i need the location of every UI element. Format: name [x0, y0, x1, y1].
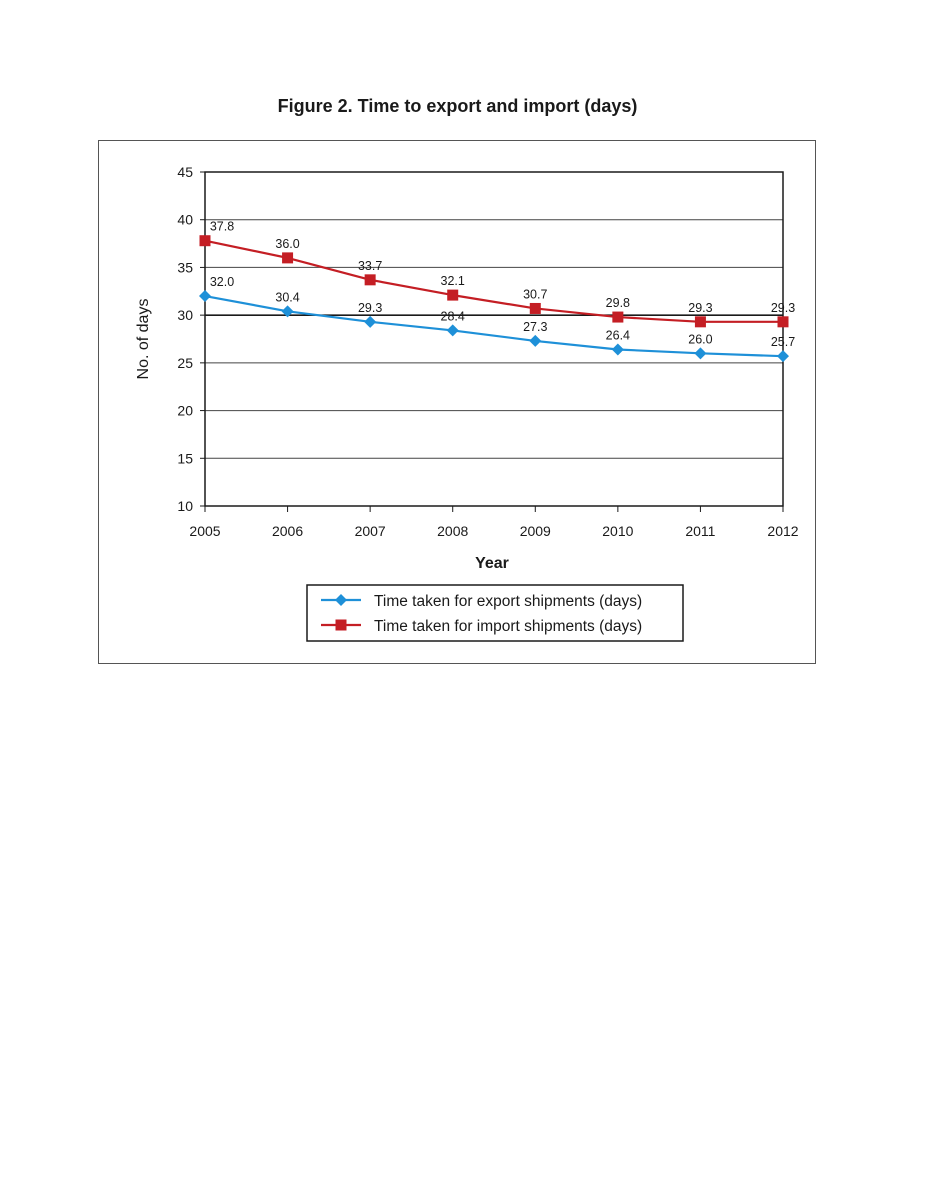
data-label-export: 27.3	[523, 320, 547, 334]
x-tick-label: 2011	[685, 523, 715, 539]
data-label-export: 28.4	[441, 309, 465, 323]
data-label-import: 37.8	[210, 220, 234, 234]
legend-box	[306, 584, 684, 642]
figure-title: Figure 2. Time to export and import (day…	[277, 96, 638, 116]
data-label-import: 30.7	[523, 287, 547, 301]
data-point-import	[447, 289, 459, 301]
data-label-import: 29.3	[771, 301, 795, 315]
data-point-export	[281, 305, 294, 318]
axes: 10 15 20 25 30 35 40 45 2005 2006 2007 2008 2009 2010…	[177, 164, 798, 539]
y-tick-label: 25	[177, 355, 193, 371]
data-point-export	[529, 334, 542, 347]
data-label-export: 26.0	[688, 332, 712, 346]
legend-label-import: Time taken for import shipments (days)	[374, 618, 642, 635]
data-label-export: 29.3	[358, 301, 382, 315]
legend: Time taken for export shipments (days) Ti…	[306, 584, 684, 642]
plot-area-border	[204, 171, 784, 507]
y-tick-label: 15	[177, 450, 193, 466]
legend-label-export: Time taken for export shipments (days)	[374, 593, 642, 610]
x-tick-label: 2010	[602, 523, 633, 539]
data-point-export	[364, 315, 377, 328]
x-tick-label: 2007	[355, 523, 386, 539]
data-point-import	[694, 316, 706, 328]
legend-marker-export	[335, 594, 347, 606]
data-point-import	[777, 316, 789, 328]
y-tick-label: 10	[177, 498, 193, 514]
data-label-import: 36.0	[275, 237, 299, 251]
y-tick-label: 40	[177, 212, 193, 228]
y-tick-label: 30	[177, 307, 193, 323]
data-label-import: 29.8	[606, 296, 630, 310]
data-point-export	[777, 350, 789, 363]
x-tick-label: 2012	[767, 523, 798, 539]
data-label-import: 29.3	[688, 301, 712, 315]
data-label-import: 33.7	[358, 259, 382, 273]
data-point-export	[694, 347, 707, 360]
data-point-import	[282, 252, 294, 264]
x-tick-label: 2009	[520, 523, 551, 539]
x-tick-label: 2006	[272, 523, 303, 539]
data-point-export	[611, 343, 624, 356]
y-tick-label: 20	[177, 403, 193, 419]
y-tick-label: 35	[177, 259, 193, 275]
data-point-import	[612, 311, 624, 323]
data-point-export	[199, 290, 211, 303]
data-labels: 32.0 30.4 29.3 28.4 27.3 26.4 26.0 25.7 37.8 36.0…	[210, 220, 795, 349]
data-point-export	[446, 324, 459, 337]
legend-marker-import	[335, 619, 347, 631]
data-label-export: 30.4	[275, 290, 299, 304]
chart-frame	[98, 140, 816, 664]
data-point-import	[199, 235, 211, 247]
data-point-import	[364, 274, 376, 286]
data-point-import	[529, 302, 541, 314]
data-label-export: 26.4	[606, 328, 630, 342]
data-label-export: 25.7	[771, 335, 795, 349]
y-tick-label: 45	[177, 164, 193, 180]
x-axis-title: Year	[475, 555, 509, 572]
x-tick-label: 2008	[437, 523, 468, 539]
data-label-export: 32.0	[210, 275, 234, 289]
series-line-export	[204, 294, 784, 358]
data-label-import: 32.1	[441, 274, 465, 288]
y-axis-title: No. of days	[135, 299, 152, 380]
x-tick-label: 2005	[189, 523, 220, 539]
series-line-import	[204, 239, 783, 323]
series	[199, 235, 789, 363]
